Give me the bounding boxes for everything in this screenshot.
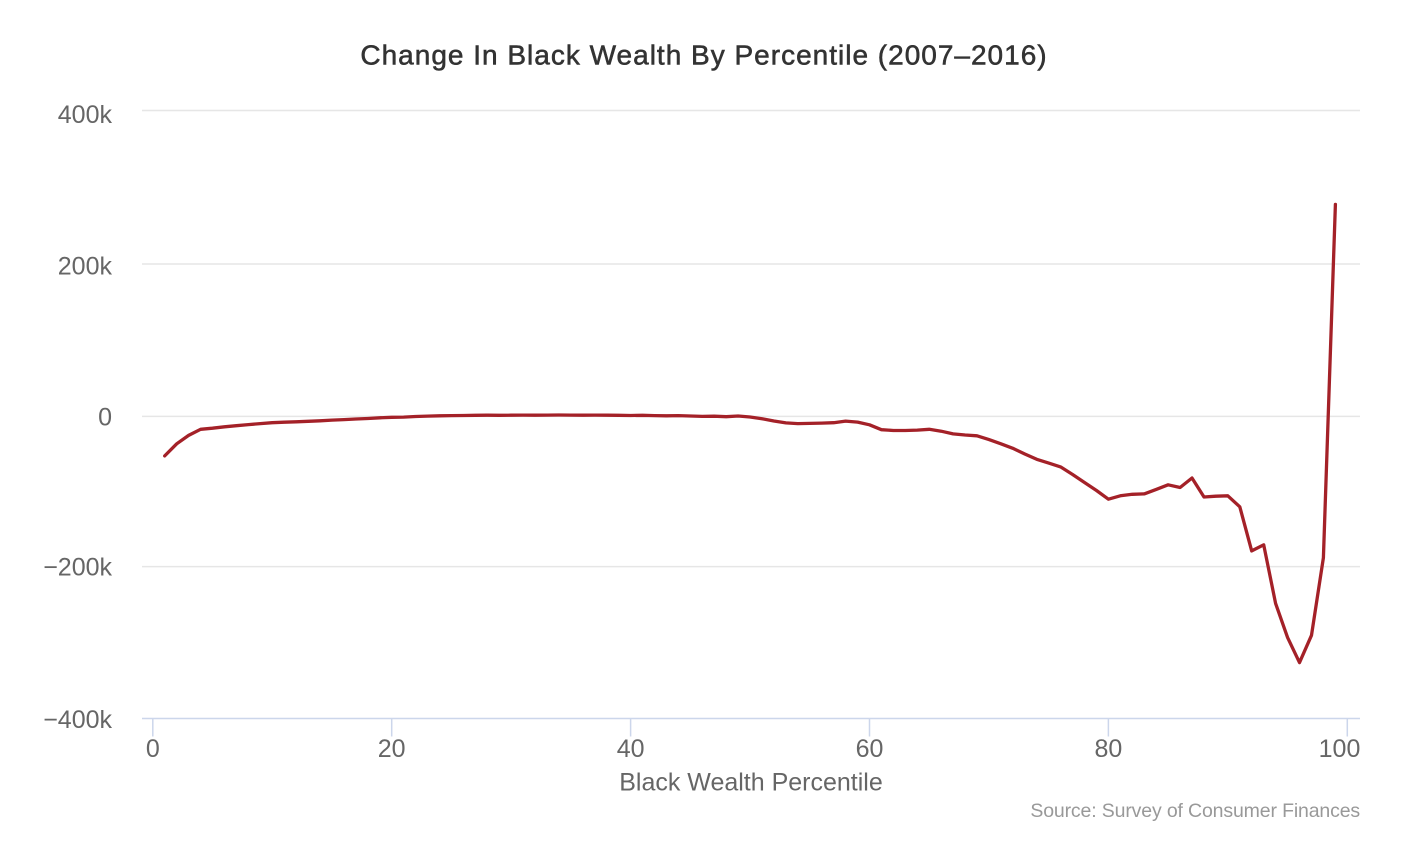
svg-text:200k: 200k bbox=[58, 253, 113, 281]
svg-text:−200k: −200k bbox=[43, 553, 112, 581]
svg-text:Source: Survey of Consumer Fin: Source: Survey of Consumer Finances bbox=[1030, 800, 1360, 822]
svg-text:0: 0 bbox=[98, 403, 112, 431]
svg-text:20: 20 bbox=[378, 735, 406, 763]
svg-text:−400k: −400k bbox=[43, 706, 112, 734]
svg-text:0: 0 bbox=[146, 735, 160, 763]
svg-text:Change In Black Wealth By Perc: Change In Black Wealth By Percentile (20… bbox=[360, 40, 1047, 71]
svg-text:40: 40 bbox=[617, 735, 645, 763]
svg-text:60: 60 bbox=[856, 735, 884, 763]
svg-text:100: 100 bbox=[1319, 735, 1361, 763]
svg-text:400k: 400k bbox=[58, 101, 113, 129]
svg-text:Black Wealth Percentile: Black Wealth Percentile bbox=[619, 769, 883, 797]
svg-text:80: 80 bbox=[1094, 735, 1122, 763]
